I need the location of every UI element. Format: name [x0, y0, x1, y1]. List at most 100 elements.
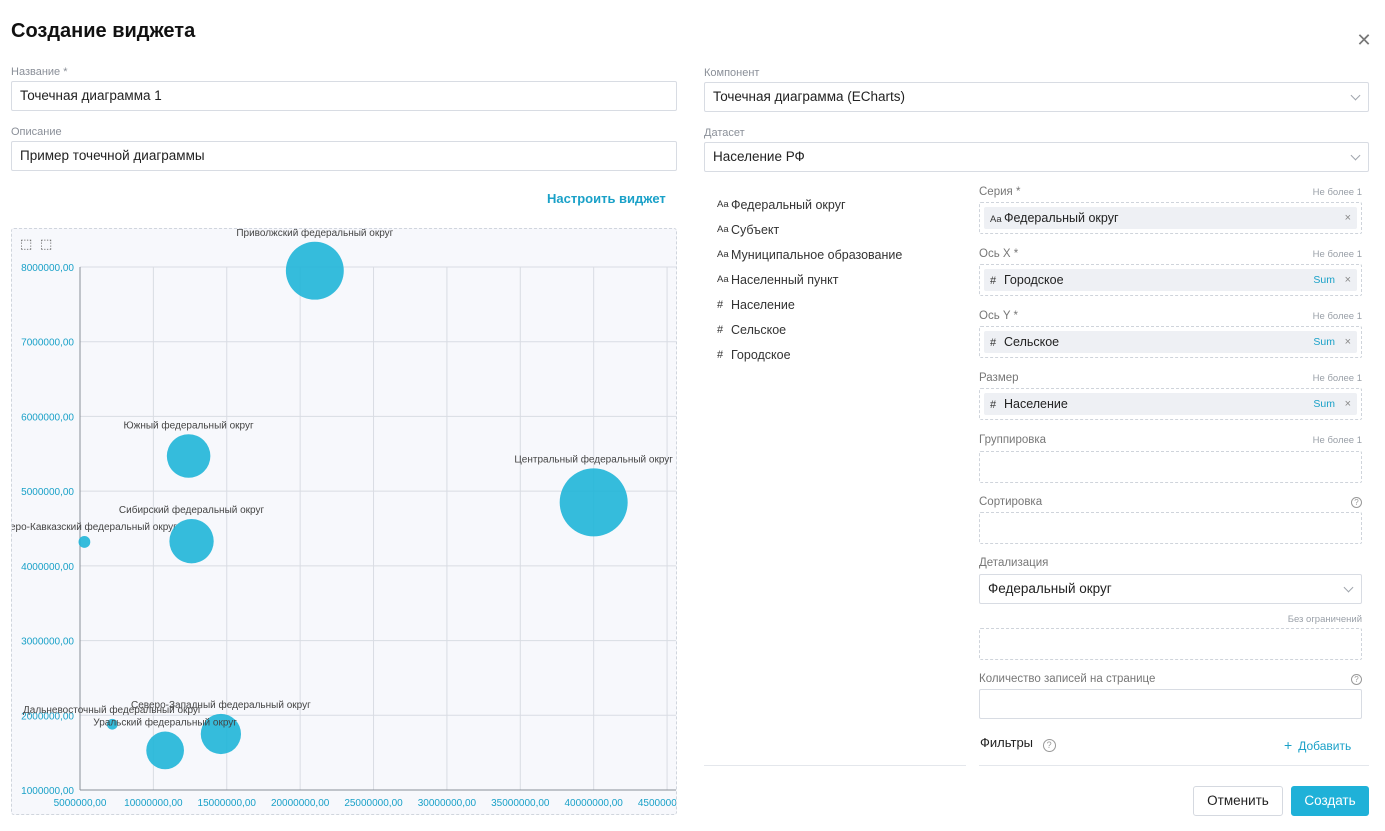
- aggregation-selector[interactable]: Sum: [1313, 336, 1335, 348]
- sorting-label: Сортировка: [979, 496, 1043, 508]
- field-item[interactable]: Aa Федеральный округ: [717, 192, 902, 217]
- y-tick-label: 7000000,00: [21, 338, 74, 349]
- scatter-chart: 1000000,00 2000000,00 3000000,00 4000000,00…: [12, 229, 677, 809]
- x-tick-label: 5000000,00: [54, 798, 107, 809]
- text-type-icon: Aa: [990, 214, 1002, 225]
- series-limit: Не более 1: [1312, 187, 1362, 198]
- chevron-down-icon: [1343, 582, 1354, 593]
- grouping-limit: Не более 1: [1312, 435, 1362, 446]
- create-button[interactable]: Создать: [1291, 786, 1369, 816]
- field-item-label: Субъект: [731, 222, 780, 237]
- series-dropzone[interactable]: Aa Федеральный округ ×: [979, 202, 1362, 234]
- scatter-point: [169, 519, 214, 564]
- add-filter-button[interactable]: + Добавить: [1284, 737, 1351, 753]
- remove-icon[interactable]: ×: [1344, 336, 1351, 348]
- close-icon[interactable]: ✕: [1356, 30, 1372, 50]
- x-tick-label: 45000000,00: [638, 798, 677, 809]
- field-item[interactable]: # Сельское: [717, 317, 902, 342]
- scatter-point: [285, 241, 344, 300]
- y-tick-label: 8000000,00: [21, 263, 74, 274]
- size-dropzone[interactable]: # Население Sum ×: [979, 388, 1362, 420]
- sorting-dropzone[interactable]: [979, 512, 1362, 544]
- point-label: Центральный федеральный округ: [514, 453, 673, 465]
- y-tick-label: 1000000,00: [21, 786, 74, 797]
- x-tick-label: 30000000,00: [418, 798, 477, 809]
- plus-icon: +: [1284, 737, 1293, 753]
- y-tick-label: 2000000,00: [21, 711, 74, 722]
- name-label: Название *: [11, 66, 68, 78]
- field-item-label: Федеральный округ: [731, 197, 846, 212]
- field-item[interactable]: Aa Субъект: [717, 217, 902, 242]
- number-type-icon: #: [717, 348, 724, 361]
- dataset-select[interactable]: Население РФ: [704, 142, 1369, 172]
- field-item[interactable]: Aa Населенный пункт: [717, 267, 902, 292]
- scatter-point: [200, 713, 242, 755]
- component-label: Компонент: [704, 67, 760, 79]
- text-type-icon: Aa: [717, 274, 729, 285]
- field-item-label: Население: [731, 297, 795, 312]
- series-label: Серия *: [979, 186, 1021, 198]
- x-tick-label: 15000000,00: [198, 798, 257, 809]
- y-axis-dropzone[interactable]: # Сельское Sum ×: [979, 326, 1362, 358]
- series-chip-label: Федеральный округ: [1004, 211, 1119, 225]
- detail-select[interactable]: Федеральный округ: [979, 574, 1362, 604]
- filters-label: Фильтры ?: [980, 735, 1056, 752]
- size-chip[interactable]: # Население Sum ×: [984, 393, 1357, 415]
- y-tick-label: 6000000,00: [21, 412, 74, 423]
- dataset-fields-list: Aa Федеральный округ Aa Субъект Aa Муниципаль…: [717, 192, 902, 367]
- field-item[interactable]: # Городское: [717, 342, 902, 367]
- x-tick-label: 10000000,00: [124, 798, 183, 809]
- text-type-icon: Aa: [717, 249, 729, 260]
- chevron-down-icon: [1350, 90, 1361, 101]
- add-filter-label: Добавить: [1298, 739, 1352, 753]
- field-item-label: Муниципальное образование: [731, 247, 903, 262]
- grouping-label: Группировка: [979, 434, 1047, 446]
- help-icon[interactable]: ?: [1351, 674, 1362, 685]
- point-label: Уральский федеральный округ: [93, 717, 237, 729]
- aggregation-selector[interactable]: Sum: [1313, 398, 1335, 410]
- detail-dropzone[interactable]: [979, 628, 1362, 660]
- y-axis-chip[interactable]: # Сельское Sum ×: [984, 331, 1357, 353]
- dataset-label: Датасет: [704, 127, 745, 139]
- remove-icon[interactable]: ×: [1344, 212, 1351, 224]
- scatter-point: [166, 434, 211, 478]
- detail-limit: Без ограничений: [1287, 614, 1362, 625]
- y-tick-label: 4000000,00: [21, 562, 74, 573]
- remove-icon[interactable]: ×: [1344, 398, 1351, 410]
- point-label: Дальневосточный федеральный округ: [23, 704, 202, 716]
- aggregation-selector[interactable]: Sum: [1313, 274, 1335, 286]
- detail-select-value: Федеральный округ: [988, 581, 1112, 596]
- remove-icon[interactable]: ×: [1344, 274, 1351, 286]
- help-icon[interactable]: ?: [1042, 739, 1056, 752]
- grouping-dropzone[interactable]: [979, 451, 1362, 483]
- page-size-label: Количество записей на странице: [979, 673, 1156, 685]
- number-type-icon: #: [990, 275, 997, 287]
- filters-label-text: Фильтры: [980, 735, 1034, 750]
- series-chip[interactable]: Aa Федеральный округ ×: [984, 207, 1357, 229]
- size-label: Размер: [979, 372, 1019, 384]
- scatter-point: [559, 468, 628, 537]
- chart-preview: 1000000,00 2000000,00 3000000,00 4000000,00…: [11, 228, 677, 815]
- y-axis-label: Ось Y *: [979, 310, 1019, 322]
- x-tick-label: 20000000,00: [271, 798, 330, 809]
- field-item[interactable]: Aa Муниципальное образование: [717, 242, 902, 267]
- x-tick-label: 35000000,00: [491, 798, 550, 809]
- detail-label: Детализация: [979, 557, 1049, 569]
- point-label: Приволжский федеральный округ: [236, 229, 393, 239]
- description-field[interactable]: Пример точечной диаграммы: [11, 141, 677, 171]
- zoom-icon[interactable]: ⬚: [20, 236, 33, 251]
- x-axis-chip-label: Городское: [1004, 273, 1064, 287]
- name-field[interactable]: Точечная диаграмма 1: [11, 81, 677, 111]
- zoom-reset-icon[interactable]: ⬚: [40, 236, 53, 251]
- x-axis-chip[interactable]: # Городское Sum ×: [984, 269, 1357, 291]
- page-size-field[interactable]: [979, 689, 1362, 719]
- y-axis-chip-label: Сельское: [1004, 335, 1060, 349]
- help-icon[interactable]: ?: [1351, 497, 1362, 508]
- x-axis-dropzone[interactable]: # Городское Sum ×: [979, 264, 1362, 296]
- field-item[interactable]: # Население: [717, 292, 902, 317]
- component-select-value: Точечная диаграмма (ECharts): [713, 89, 905, 104]
- cancel-button[interactable]: Отменить: [1193, 786, 1283, 816]
- configure-widget-link[interactable]: Настроить виджет: [547, 191, 666, 206]
- point-label: Южный федеральный округ: [124, 419, 254, 431]
- component-select[interactable]: Точечная диаграмма (ECharts): [704, 82, 1369, 112]
